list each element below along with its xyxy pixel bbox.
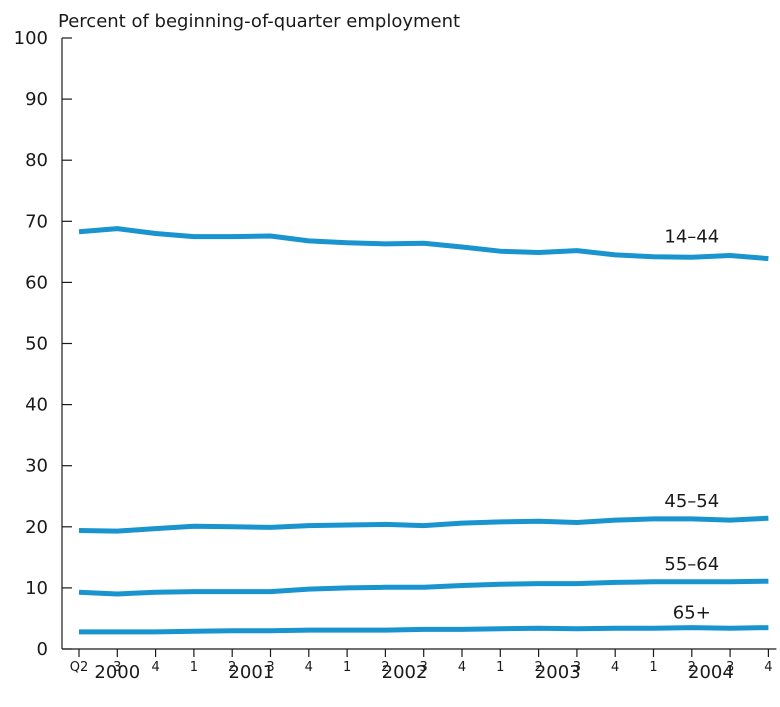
series-lines — [78, 226, 769, 635]
x-tick-label: 1 — [649, 660, 657, 675]
y-tick-label: 10 — [25, 578, 48, 599]
y-tick-label: 20 — [25, 517, 48, 538]
x-tick-label: 4 — [305, 660, 313, 675]
y-tick-label: 40 — [25, 395, 48, 416]
x-tick-label: 1 — [496, 660, 504, 675]
x-tick-label: Q2 — [70, 660, 89, 675]
y-axis-ticks: 0 10 20 30 40 50 60 70 80 90 100 — [14, 28, 72, 660]
y-tick-label: 0 — [37, 639, 48, 660]
x-axis-ticks: Q2 3 4 1 2 3 4 1 2 3 4 1 2 3 4 1 2 3 4 — [70, 649, 773, 675]
series-line — [78, 515, 769, 534]
x-tick-label: 3 — [573, 660, 581, 675]
x-tick-label: 2 — [688, 660, 696, 675]
x-tick-label: 3 — [420, 660, 428, 675]
series-label: 55–64 — [664, 554, 719, 575]
x-tick-label: 2 — [381, 660, 389, 675]
series-label: 65+ — [673, 603, 711, 624]
x-tick-label: 4 — [764, 660, 772, 675]
year-label: 2003 — [535, 662, 581, 683]
x-tick-label: 3 — [266, 660, 274, 675]
series-label: 14–44 — [664, 227, 719, 248]
year-labels: 2000 2001 2002 2003 2004 — [94, 662, 733, 683]
series-line — [78, 578, 769, 597]
y-tick-label: 90 — [25, 89, 48, 110]
y-tick-label: 80 — [25, 150, 48, 171]
x-tick-label: 2 — [228, 660, 236, 675]
y-tick-label: 60 — [25, 272, 48, 293]
x-tick-label: 4 — [458, 660, 466, 675]
y-tick-label: 30 — [25, 456, 48, 477]
x-tick-label: 3 — [726, 660, 734, 675]
y-tick-label: 100 — [14, 28, 48, 49]
x-tick-label: 4 — [151, 660, 159, 675]
x-tick-label: 1 — [190, 660, 198, 675]
year-label: 2000 — [94, 662, 140, 683]
series-labels: 14–44 45–54 55–64 65+ — [664, 227, 719, 624]
x-tick-label: 4 — [611, 660, 619, 675]
x-tick-label: 2 — [534, 660, 542, 675]
year-label: 2004 — [688, 662, 734, 683]
series-label: 45–54 — [664, 491, 719, 512]
series-line — [79, 625, 769, 635]
year-label: 2002 — [382, 662, 428, 683]
y-tick-label: 70 — [25, 211, 48, 232]
x-tick-label: 1 — [343, 660, 351, 675]
series-line — [78, 226, 769, 262]
y-tick-label: 50 — [25, 334, 48, 355]
x-tick-label: 3 — [113, 660, 121, 675]
year-label: 2001 — [228, 662, 274, 683]
y-axis-title: Percent of beginning-of-quarter employme… — [58, 11, 460, 32]
